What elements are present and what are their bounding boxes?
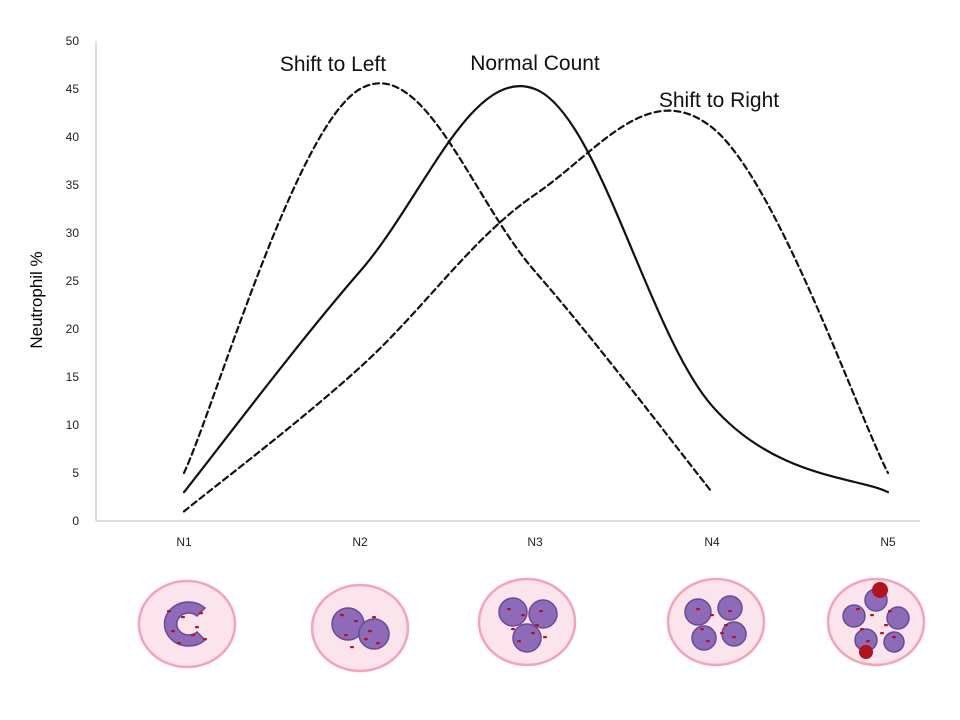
series-label-shift-to-left: Shift to Left xyxy=(280,53,386,76)
y-tick-label: 50 xyxy=(66,34,80,48)
x-tick-label: N5 xyxy=(880,535,896,549)
granule xyxy=(177,642,181,645)
series-line-normal-count xyxy=(182,85,890,494)
cell-membrane xyxy=(137,579,237,669)
granule xyxy=(521,614,525,617)
y-tick-label: 5 xyxy=(72,466,79,480)
series-line-shift-to-right xyxy=(182,109,890,513)
chart-axes xyxy=(95,41,920,522)
granule xyxy=(368,630,372,633)
granule xyxy=(543,636,547,639)
y-tick-label: 10 xyxy=(66,418,80,432)
nucleus-lobe xyxy=(886,606,910,630)
granule xyxy=(531,632,535,635)
granule xyxy=(171,630,175,633)
x-tick-label: N3 xyxy=(527,535,543,549)
granule xyxy=(517,640,521,643)
granule xyxy=(728,610,732,613)
granule xyxy=(372,616,376,619)
granule xyxy=(350,646,354,649)
granule xyxy=(203,638,207,641)
granule xyxy=(344,634,348,637)
granule xyxy=(710,614,714,617)
granule xyxy=(720,632,724,635)
x-axis-ticks: N1 N2 N3 N4 N5 xyxy=(176,535,896,549)
granule xyxy=(181,616,185,619)
nucleus-lobe xyxy=(358,618,390,650)
neutrophil-cell-2 xyxy=(310,583,410,673)
nucleus-lobe xyxy=(512,623,542,653)
y-tick-label: 40 xyxy=(66,130,80,144)
y-tick-label: 45 xyxy=(66,82,80,96)
granule xyxy=(866,640,870,643)
granule xyxy=(199,612,203,615)
granule xyxy=(340,614,344,617)
granule xyxy=(706,640,710,643)
series-labels: Shift to Left Normal Count Shift to Right xyxy=(280,52,779,112)
x-tick-label: N2 xyxy=(352,535,368,549)
nucleus-lobe xyxy=(498,597,528,627)
granule xyxy=(724,624,728,627)
granule xyxy=(884,624,888,627)
neutrophil-illustrations xyxy=(137,577,926,673)
granule xyxy=(880,632,884,635)
neutrophil-cell-5 xyxy=(826,577,926,667)
x-tick-label: N4 xyxy=(704,535,720,549)
series-lines xyxy=(182,82,890,513)
y-tick-label: 0 xyxy=(72,514,79,528)
granule xyxy=(696,608,700,611)
neutrophil-cell-3 xyxy=(477,577,577,667)
cell-membrane xyxy=(477,577,577,667)
granule xyxy=(507,608,511,611)
granule xyxy=(700,628,704,631)
cell-membrane xyxy=(666,577,766,667)
granule-large xyxy=(872,582,888,598)
series-label-normal-count: Normal Count xyxy=(470,52,600,75)
granule xyxy=(511,628,515,631)
neutrophil-cell-4 xyxy=(666,577,766,667)
y-tick-label: 25 xyxy=(66,274,80,288)
y-tick-label: 35 xyxy=(66,178,80,192)
nucleus-lobe xyxy=(691,625,717,651)
granule xyxy=(167,610,171,613)
y-axis-label: Neutrophil % xyxy=(27,251,46,348)
nucleus-lobe xyxy=(528,599,558,629)
y-tick-label: 30 xyxy=(66,226,80,240)
granule xyxy=(535,624,539,627)
granule xyxy=(860,628,864,631)
nucleus-lobe xyxy=(883,631,905,653)
neutrophil-cell-1 xyxy=(137,579,237,669)
granule xyxy=(892,636,896,639)
granule xyxy=(870,614,874,617)
series-label-shift-to-right: Shift to Right xyxy=(659,89,779,112)
y-tick-label: 15 xyxy=(66,370,80,384)
y-axis-ticks: 0 5 10 15 20 25 30 35 40 45 50 xyxy=(66,34,80,528)
granule xyxy=(732,636,736,639)
nucleus-lobe xyxy=(684,598,712,626)
granule xyxy=(376,642,380,645)
granule xyxy=(354,620,358,623)
granule xyxy=(888,610,892,613)
y-tick-label: 20 xyxy=(66,322,80,336)
granule xyxy=(364,638,368,641)
nucleus-lobe xyxy=(717,595,743,621)
granule xyxy=(539,610,543,613)
granule xyxy=(856,608,860,611)
nucleus-lobe xyxy=(842,604,866,628)
x-tick-label: N1 xyxy=(176,535,192,549)
series-line-shift-to-left xyxy=(182,82,714,494)
granule xyxy=(191,634,195,637)
granule-large xyxy=(859,645,873,659)
granule xyxy=(195,626,199,629)
